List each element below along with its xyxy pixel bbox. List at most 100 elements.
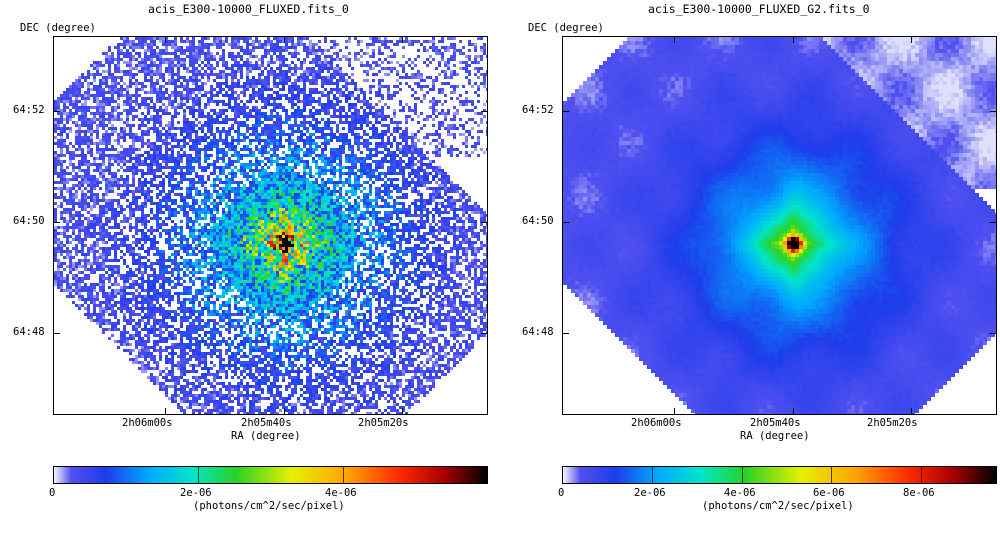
heatmap-cell xyxy=(135,166,138,169)
heatmap-cell xyxy=(279,64,282,67)
heatmap-cell xyxy=(339,208,342,211)
heatmap-cell xyxy=(207,145,210,148)
heatmap-cell xyxy=(228,97,231,100)
heatmap-cell xyxy=(150,145,153,148)
heatmap-cell xyxy=(246,208,249,211)
heatmap-cell xyxy=(87,172,90,175)
heatmap-cell xyxy=(339,115,342,118)
heatmap-cell xyxy=(240,112,243,115)
heatmap-cell xyxy=(285,163,288,166)
heatmap-cell xyxy=(132,106,135,109)
heatmap-cell xyxy=(309,196,312,199)
heatmap-cell xyxy=(483,79,486,82)
heatmap-cell xyxy=(294,112,297,115)
heatmap-cell xyxy=(84,208,87,211)
heatmap-cell xyxy=(111,97,114,100)
heatmap-cell xyxy=(276,67,279,70)
heatmap-cell xyxy=(234,121,237,124)
heatmap-cell xyxy=(78,82,81,85)
heatmap-cell xyxy=(156,52,159,55)
heatmap-cell xyxy=(315,70,318,73)
heatmap-cell xyxy=(189,58,192,61)
heatmap-cell xyxy=(108,61,111,64)
heatmap-cell xyxy=(129,148,132,151)
heatmap-cell xyxy=(111,208,114,211)
heatmap-cell xyxy=(195,61,198,64)
heatmap-cell xyxy=(324,67,327,70)
heatmap-cell xyxy=(228,100,231,103)
heatmap-cell xyxy=(156,37,159,40)
heatmap-cell xyxy=(450,181,453,184)
heatmap-cell xyxy=(162,49,165,52)
heatmap-cell xyxy=(276,43,279,46)
heatmap-cell xyxy=(72,202,75,205)
heatmap-cell xyxy=(81,115,84,118)
heatmap-cell xyxy=(309,124,312,127)
heatmap-cell xyxy=(159,97,162,100)
heatmap-cell xyxy=(294,67,297,70)
heatmap-cell xyxy=(90,199,93,202)
heatmap-cell xyxy=(219,166,222,169)
heatmap-cell xyxy=(321,172,324,175)
heatmap-cell xyxy=(405,208,408,211)
heatmap-cell xyxy=(330,157,333,160)
heatmap-cell xyxy=(333,169,336,172)
heatmap-cell xyxy=(384,133,387,136)
heatmap-cell xyxy=(225,115,228,118)
heatmap-cell xyxy=(258,193,261,196)
heatmap-cell xyxy=(192,181,195,184)
heatmap-cell xyxy=(438,142,441,145)
heatmap-cell xyxy=(135,136,138,139)
heatmap-cell xyxy=(288,187,291,190)
heatmap-cell xyxy=(102,148,105,151)
heatmap-cell xyxy=(105,187,108,190)
heatmap-cell xyxy=(378,91,381,94)
heatmap-cell xyxy=(327,187,330,190)
heatmap-cell xyxy=(159,55,162,58)
heatmap-cell xyxy=(168,82,171,85)
heatmap-cell xyxy=(144,160,147,163)
heatmap-cell xyxy=(267,85,270,88)
heatmap-cell xyxy=(237,181,240,184)
heatmap-cell xyxy=(135,91,138,94)
heatmap-cell xyxy=(300,61,303,64)
heatmap-cell xyxy=(192,88,195,91)
heatmap-cell xyxy=(201,178,204,181)
heatmap-cell xyxy=(264,127,267,130)
heatmap-cell xyxy=(102,106,105,109)
heatmap-cell xyxy=(60,112,63,115)
heatmap-cell xyxy=(201,40,204,43)
heatmap-cell xyxy=(210,64,213,67)
heatmap-cell xyxy=(393,157,396,160)
heatmap-cell xyxy=(360,169,363,172)
heatmap-cell xyxy=(186,205,189,208)
heatmap-cell xyxy=(102,103,105,106)
heatmap-cell xyxy=(348,103,351,106)
heatmap-cell xyxy=(240,169,243,172)
heatmap-cell xyxy=(156,196,159,199)
heatmap-cell xyxy=(267,79,270,82)
heatmap-cell xyxy=(174,109,177,112)
heatmap-cell xyxy=(171,76,174,79)
heatmap-cell xyxy=(324,190,327,193)
heatmap-cell xyxy=(231,52,234,55)
heatmap-cell xyxy=(90,175,93,178)
heatmap-cell xyxy=(417,178,420,181)
heatmap-cell xyxy=(330,205,333,208)
heatmap-cell xyxy=(330,178,333,181)
heatmap-cell xyxy=(393,139,396,142)
heatmap-cell xyxy=(117,139,120,142)
heatmap-cell xyxy=(348,106,351,109)
heatmap-cell xyxy=(57,157,60,160)
heatmap-cell xyxy=(297,148,300,151)
heatmap-cell xyxy=(228,88,231,91)
heatmap-cell xyxy=(72,175,75,178)
heatmap-cell xyxy=(267,64,270,67)
heatmap-cell xyxy=(339,118,342,121)
heatmap-cell xyxy=(243,88,246,91)
left-image-plot[interactable] xyxy=(53,36,488,415)
heatmap-cell xyxy=(333,40,336,43)
heatmap-cell xyxy=(159,124,162,127)
heatmap-cell xyxy=(426,157,429,160)
heatmap-cell xyxy=(84,142,87,145)
